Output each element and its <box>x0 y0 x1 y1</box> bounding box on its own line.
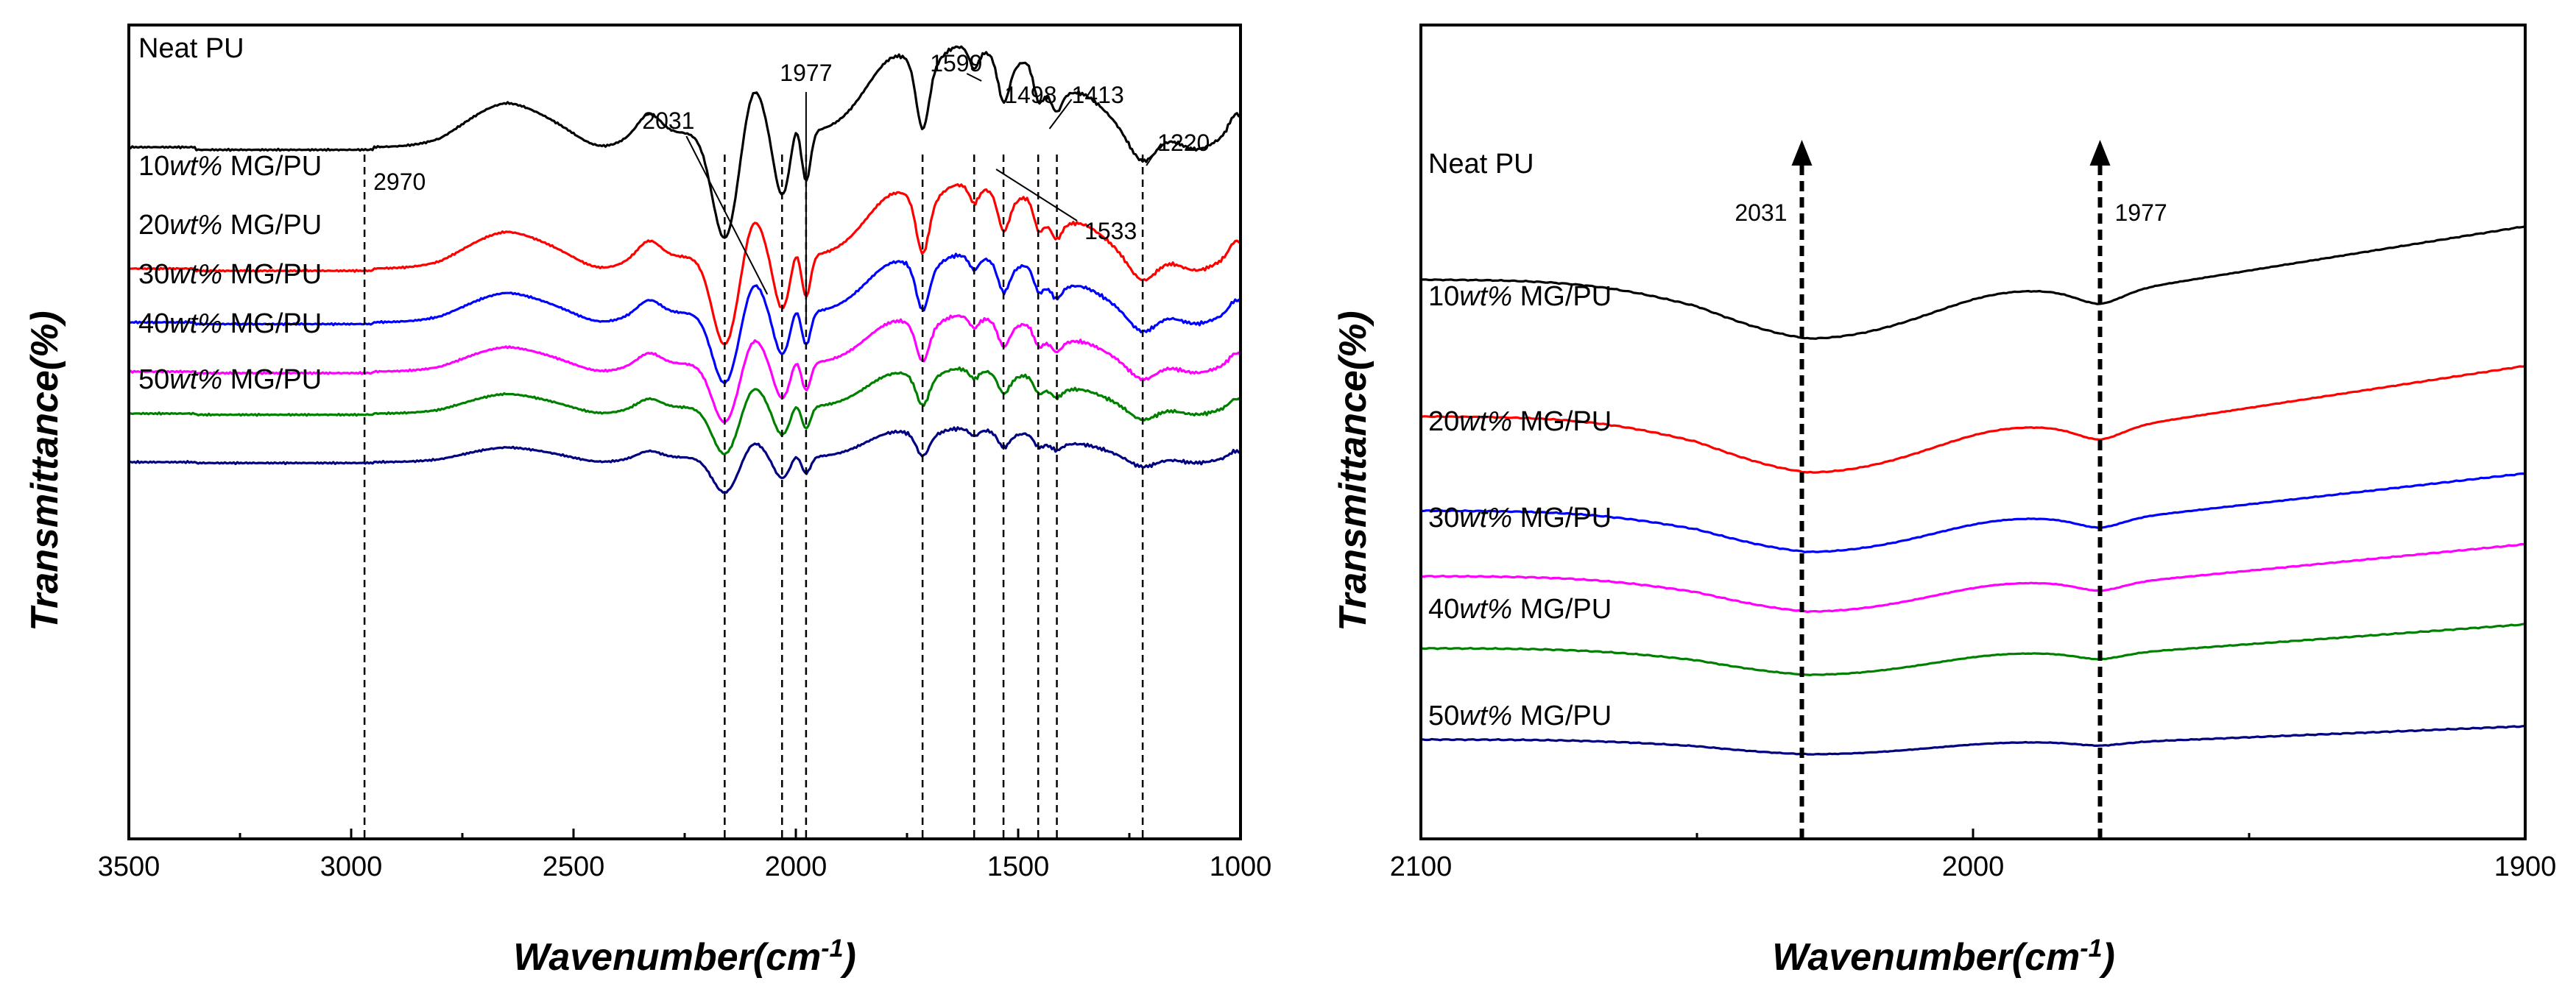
right-arrow-head-1 <box>2089 140 2111 166</box>
left-peak-label-2: 1977 <box>780 60 832 86</box>
left-series-label-0: Neat PU <box>138 33 244 64</box>
left-series-line-3 <box>128 314 1242 424</box>
right-series-label-1: 10wt% MG/PU <box>1428 281 1612 312</box>
left-peak-label-0: 2970 <box>373 169 426 195</box>
left-leader-line-2 <box>966 73 982 82</box>
left-series-line-0 <box>127 45 1241 239</box>
left-x-tick-label-5: 1000 <box>1210 851 1272 882</box>
right-x-axis-title: Wavenumber(cm-1) <box>1772 935 2115 979</box>
left-peak-label-3: 1599 <box>930 50 982 77</box>
left-plot-frame <box>127 24 1242 840</box>
left-leader-line-5 <box>995 169 1078 221</box>
left-series-label-2: 20wt% MG/PU <box>138 210 322 241</box>
right-x-tick-label-2: 1900 <box>2494 851 2557 882</box>
right-series-line-3 <box>1420 542 2526 614</box>
right-series-line-0 <box>1421 225 2526 340</box>
right-panel: Transmittance(%) Wavenumber(cm-1) Neat P… <box>1332 24 2557 979</box>
right-series-line-4 <box>1420 623 2526 676</box>
left-series-label-3: 30wt% MG/PU <box>138 259 322 290</box>
right-peak-label-0: 2031 <box>1735 199 1787 226</box>
left-series-label-4: 40wt% MG/PU <box>138 308 322 339</box>
left-x-tick-label-3: 2000 <box>765 851 828 882</box>
left-leader-line-3 <box>1048 99 1073 130</box>
left-leader-line-0 <box>685 135 769 295</box>
right-series-label-4: 40wt% MG/PU <box>1428 594 1612 625</box>
right-y-axis-title: Transmittance(%) <box>1332 311 1375 631</box>
right-series-line-5 <box>1420 724 2526 756</box>
left-peak-label-4: 1498 <box>1004 82 1056 108</box>
right-series-line-2 <box>1421 472 2526 553</box>
left-x-tick-label-4: 1500 <box>987 851 1050 882</box>
left-series-line-2 <box>128 252 1242 385</box>
left-peak-label-7: 1533 <box>1084 218 1137 244</box>
right-x-tick-label-1: 2000 <box>1942 851 2005 882</box>
left-x-tick-label-2: 2500 <box>543 851 605 882</box>
right-plot-frame <box>1419 24 2527 840</box>
right-x-tick-label-0: 2100 <box>1390 851 1453 882</box>
left-peak-label-5: 1413 <box>1072 82 1124 108</box>
left-series-line-4 <box>128 366 1242 455</box>
left-x-tick-label-0: 3500 <box>98 851 160 882</box>
right-arrow-head-0 <box>1791 140 1813 166</box>
right-series-label-3: 30wt% MG/PU <box>1428 503 1612 534</box>
left-leader-line-4 <box>1146 143 1162 166</box>
left-peak-label-1: 2031 <box>642 107 694 134</box>
left-x-tick-label-1: 3000 <box>320 851 383 882</box>
right-series-label-2: 20wt% MG/PU <box>1428 406 1612 437</box>
right-series-label-5: 50wt% MG/PU <box>1428 701 1612 731</box>
left-peak-label-6: 1220 <box>1157 130 1210 156</box>
right-series-line-1 <box>1420 365 2526 474</box>
left-series-label-5: 50wt% MG/PU <box>138 364 322 395</box>
right-peak-label-1: 1977 <box>2115 199 2167 226</box>
left-series-label-1: 10wt% MG/PU <box>138 151 322 182</box>
left-series-line-5 <box>128 426 1241 494</box>
right-series-label-0: Neat PU <box>1428 149 1534 180</box>
left-series-line-1 <box>128 183 1242 346</box>
left-x-axis-title: Wavenumber(cm-1) <box>513 935 856 979</box>
left-panel: Transmittance(%) Wavenumber(cm-1) Neat P… <box>24 24 1272 979</box>
left-y-axis-title: Transmittance(%) <box>24 311 66 631</box>
